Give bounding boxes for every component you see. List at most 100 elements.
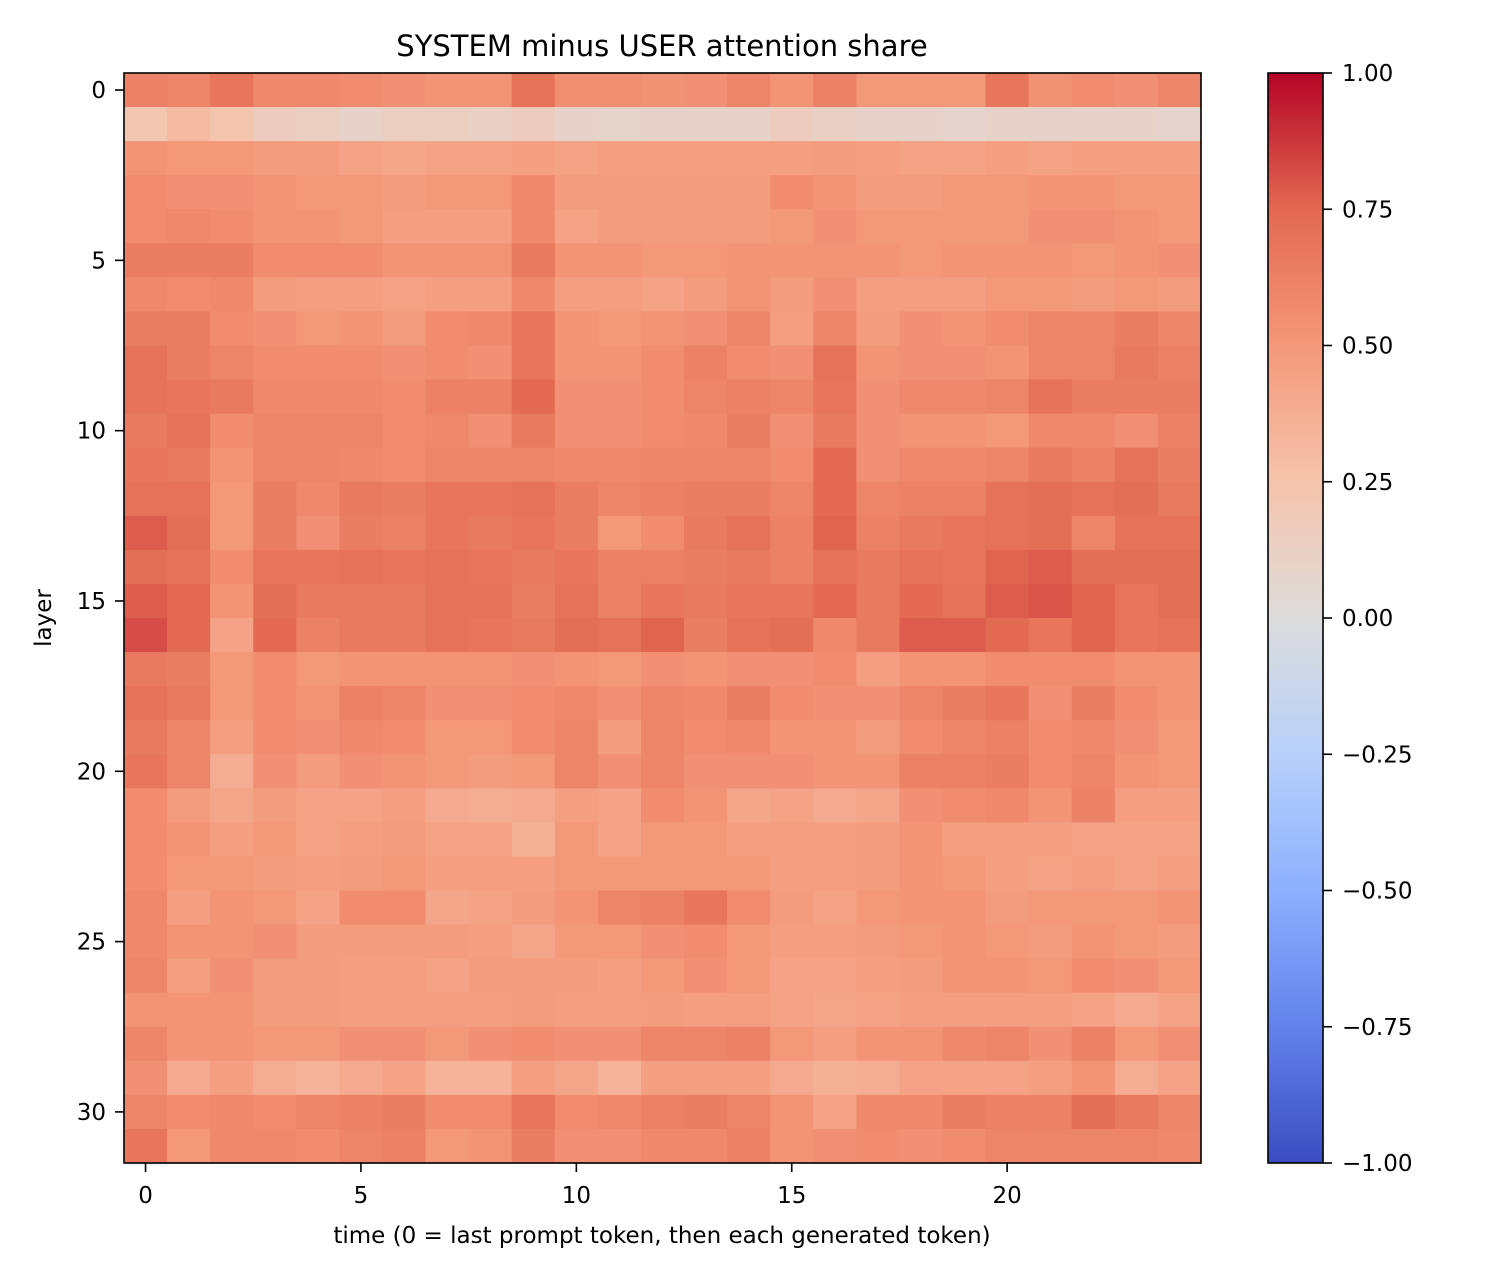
colorbar-tick-label: 0.75 xyxy=(1342,197,1393,223)
heatmap-cell xyxy=(468,1094,513,1130)
heatmap-cell xyxy=(727,1026,771,1062)
heatmap-cell xyxy=(856,958,901,994)
heatmap-cell xyxy=(640,311,685,347)
heatmap-cell xyxy=(511,788,556,823)
heatmap-cell xyxy=(813,992,857,1028)
heatmap-cell xyxy=(1028,1128,1073,1164)
heatmap-cell xyxy=(899,686,944,721)
heatmap-cell xyxy=(167,686,211,721)
heatmap-cell xyxy=(296,890,340,926)
heatmap-cell xyxy=(899,856,944,892)
heatmap-cell xyxy=(899,311,944,347)
heatmap-cell xyxy=(985,686,1030,721)
heatmap-cell xyxy=(511,481,556,517)
heatmap-cell xyxy=(856,822,901,858)
heatmap-cell xyxy=(554,583,599,619)
heatmap-cell xyxy=(770,992,814,1028)
heatmap-cell xyxy=(856,243,901,278)
heatmap-cell xyxy=(985,447,1030,483)
heatmap-cell xyxy=(554,379,599,415)
heatmap-cell xyxy=(1157,447,1202,483)
heatmap-cell xyxy=(210,720,254,755)
heatmap-cell xyxy=(684,992,728,1028)
heatmap-cell xyxy=(339,515,384,551)
heatmap-cell xyxy=(382,1026,427,1062)
heatmap-cell xyxy=(1028,856,1073,892)
colorbar-tick-label: −0.25 xyxy=(1342,742,1412,768)
heatmap-cell xyxy=(167,141,211,176)
heatmap-cell xyxy=(684,720,728,755)
heatmap-cell xyxy=(210,652,254,687)
heatmap-cell xyxy=(511,379,556,415)
heatmap-cell xyxy=(511,686,556,721)
heatmap-cell xyxy=(770,788,814,823)
heatmap-cell xyxy=(253,515,297,551)
heatmap-cell xyxy=(899,277,944,313)
heatmap-cell xyxy=(1114,209,1159,244)
heatmap-cell xyxy=(684,141,728,176)
heatmap-cell xyxy=(899,515,944,551)
heatmap-cell xyxy=(124,379,168,415)
heatmap-cell xyxy=(382,175,427,210)
heatmap-cell xyxy=(296,856,340,892)
x-tick-label: 5 xyxy=(354,1183,369,1209)
heatmap-cell xyxy=(899,754,944,789)
heatmap-cell xyxy=(942,856,987,892)
heatmap-cell xyxy=(425,754,470,789)
heatmap-cell xyxy=(1114,924,1159,960)
heatmap-cell xyxy=(339,992,384,1028)
heatmap-cell xyxy=(425,1026,470,1062)
heatmap-cell xyxy=(296,175,340,210)
heatmap-cell xyxy=(1071,243,1116,278)
heatmap-cell xyxy=(770,652,814,687)
heatmap-cell xyxy=(684,583,728,619)
heatmap-cell xyxy=(856,788,901,823)
heatmap-cell xyxy=(425,141,470,176)
heatmap-cell xyxy=(985,141,1030,176)
heatmap-cell xyxy=(1071,447,1116,483)
heatmap-cell xyxy=(167,720,211,755)
heatmap-cell xyxy=(1071,652,1116,687)
heatmap-cell xyxy=(554,345,599,381)
heatmap-cell xyxy=(1028,583,1073,619)
heatmap-cell xyxy=(856,549,901,585)
heatmap-cell xyxy=(253,1026,297,1062)
heatmap-cell xyxy=(253,652,297,687)
heatmap-cell xyxy=(339,788,384,823)
heatmap-cell xyxy=(899,720,944,755)
heatmap-cell xyxy=(942,890,987,926)
heatmap-cell xyxy=(554,243,599,278)
x-tick-label: 20 xyxy=(992,1183,1021,1209)
colorbar-tick-label: 0.50 xyxy=(1342,334,1393,360)
y-tick-label: 25 xyxy=(77,930,106,956)
heatmap-cell xyxy=(167,209,211,244)
heatmap-cell xyxy=(1071,720,1116,755)
heatmap-cell xyxy=(899,345,944,381)
heatmap-cell xyxy=(511,209,556,244)
heatmap-cell xyxy=(770,549,814,585)
heatmap-cell xyxy=(727,447,771,483)
heatmap-cell xyxy=(210,311,254,347)
heatmap-cell xyxy=(813,209,857,244)
heatmap-cell xyxy=(1157,209,1202,244)
heatmap-cell xyxy=(253,277,297,313)
heatmap-cell xyxy=(167,345,211,381)
heatmap-cell xyxy=(684,107,728,142)
heatmap-cell xyxy=(511,720,556,755)
heatmap-cell xyxy=(554,856,599,892)
heatmap-cell xyxy=(124,618,168,653)
colorbar-tick-label: −1.00 xyxy=(1342,1151,1412,1177)
heatmap-cell xyxy=(640,277,685,313)
heatmap-cell xyxy=(468,345,513,381)
heatmap-cell xyxy=(554,549,599,585)
heatmap-cell xyxy=(640,890,685,926)
heatmap-cell xyxy=(640,107,685,142)
heatmap-cell xyxy=(339,1060,384,1096)
heatmap-cell xyxy=(684,277,728,313)
heatmap-cell xyxy=(899,107,944,142)
heatmap-cell xyxy=(770,379,814,415)
heatmap-cell xyxy=(167,890,211,926)
heatmap-cell xyxy=(770,686,814,721)
heatmap-cell xyxy=(1071,890,1116,926)
heatmap-cell xyxy=(425,549,470,585)
